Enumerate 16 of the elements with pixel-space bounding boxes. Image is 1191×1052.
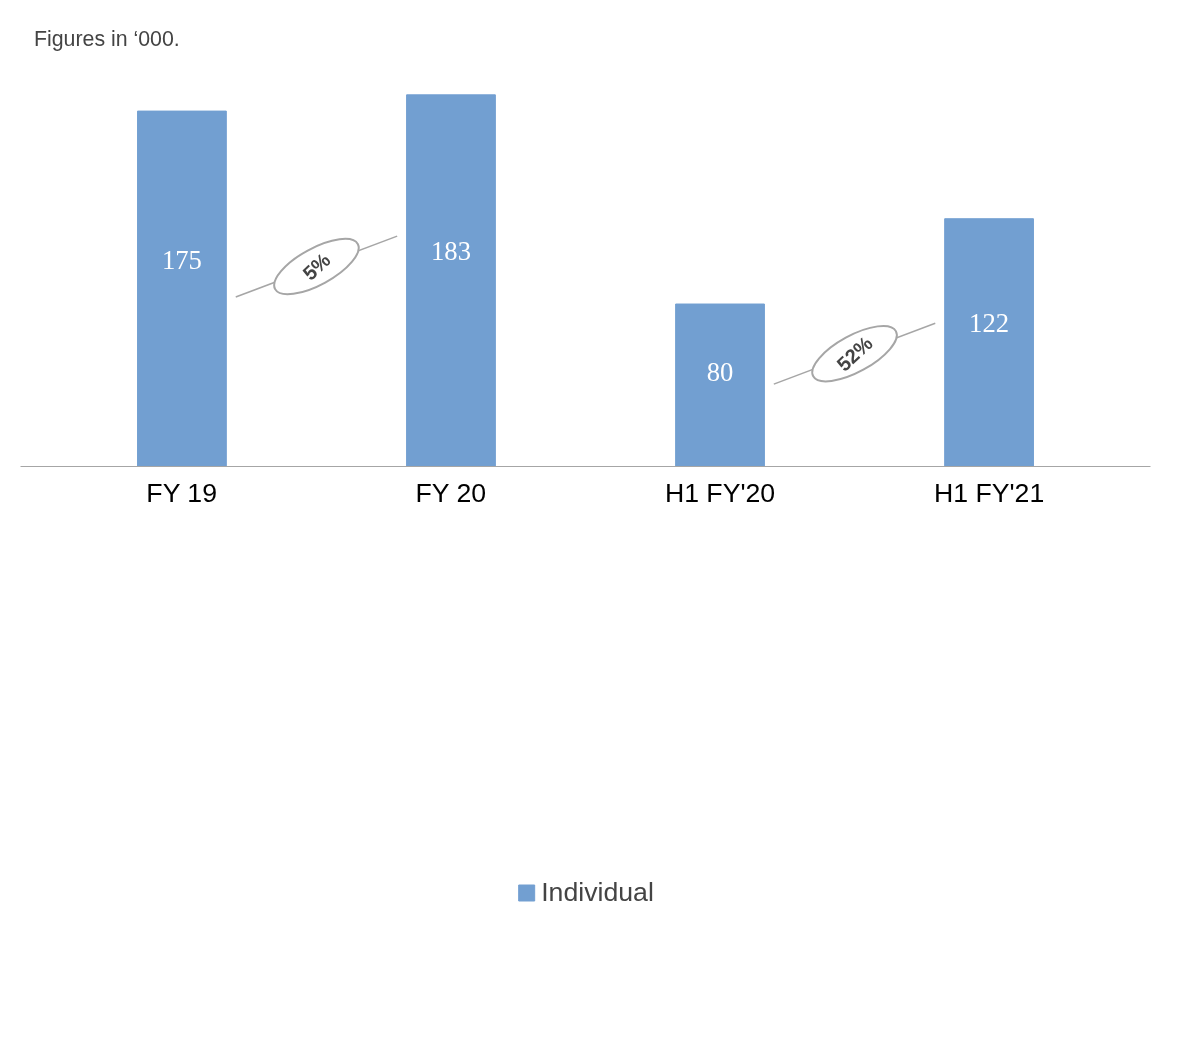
legend-label: Individual <box>541 876 654 908</box>
annotation: 52% <box>832 331 877 376</box>
x-tick-label: FY 19 <box>146 477 218 508</box>
x-tick-label: FY 20 <box>415 477 487 508</box>
data-label: 183 <box>430 235 471 266</box>
x-tick-label: H1 FY'20 <box>664 477 776 508</box>
annotation: 5% <box>298 248 335 285</box>
data-label: 80 <box>706 357 734 388</box>
bar <box>406 94 496 467</box>
x-tick-label: H1 FY'21 <box>933 477 1045 508</box>
data-label: 175 <box>161 245 202 276</box>
bar <box>137 110 227 467</box>
text: Figures in ‘000. <box>33 27 180 52</box>
data-label: 122 <box>969 307 1010 338</box>
bar <box>944 218 1034 467</box>
bar <box>675 303 765 467</box>
